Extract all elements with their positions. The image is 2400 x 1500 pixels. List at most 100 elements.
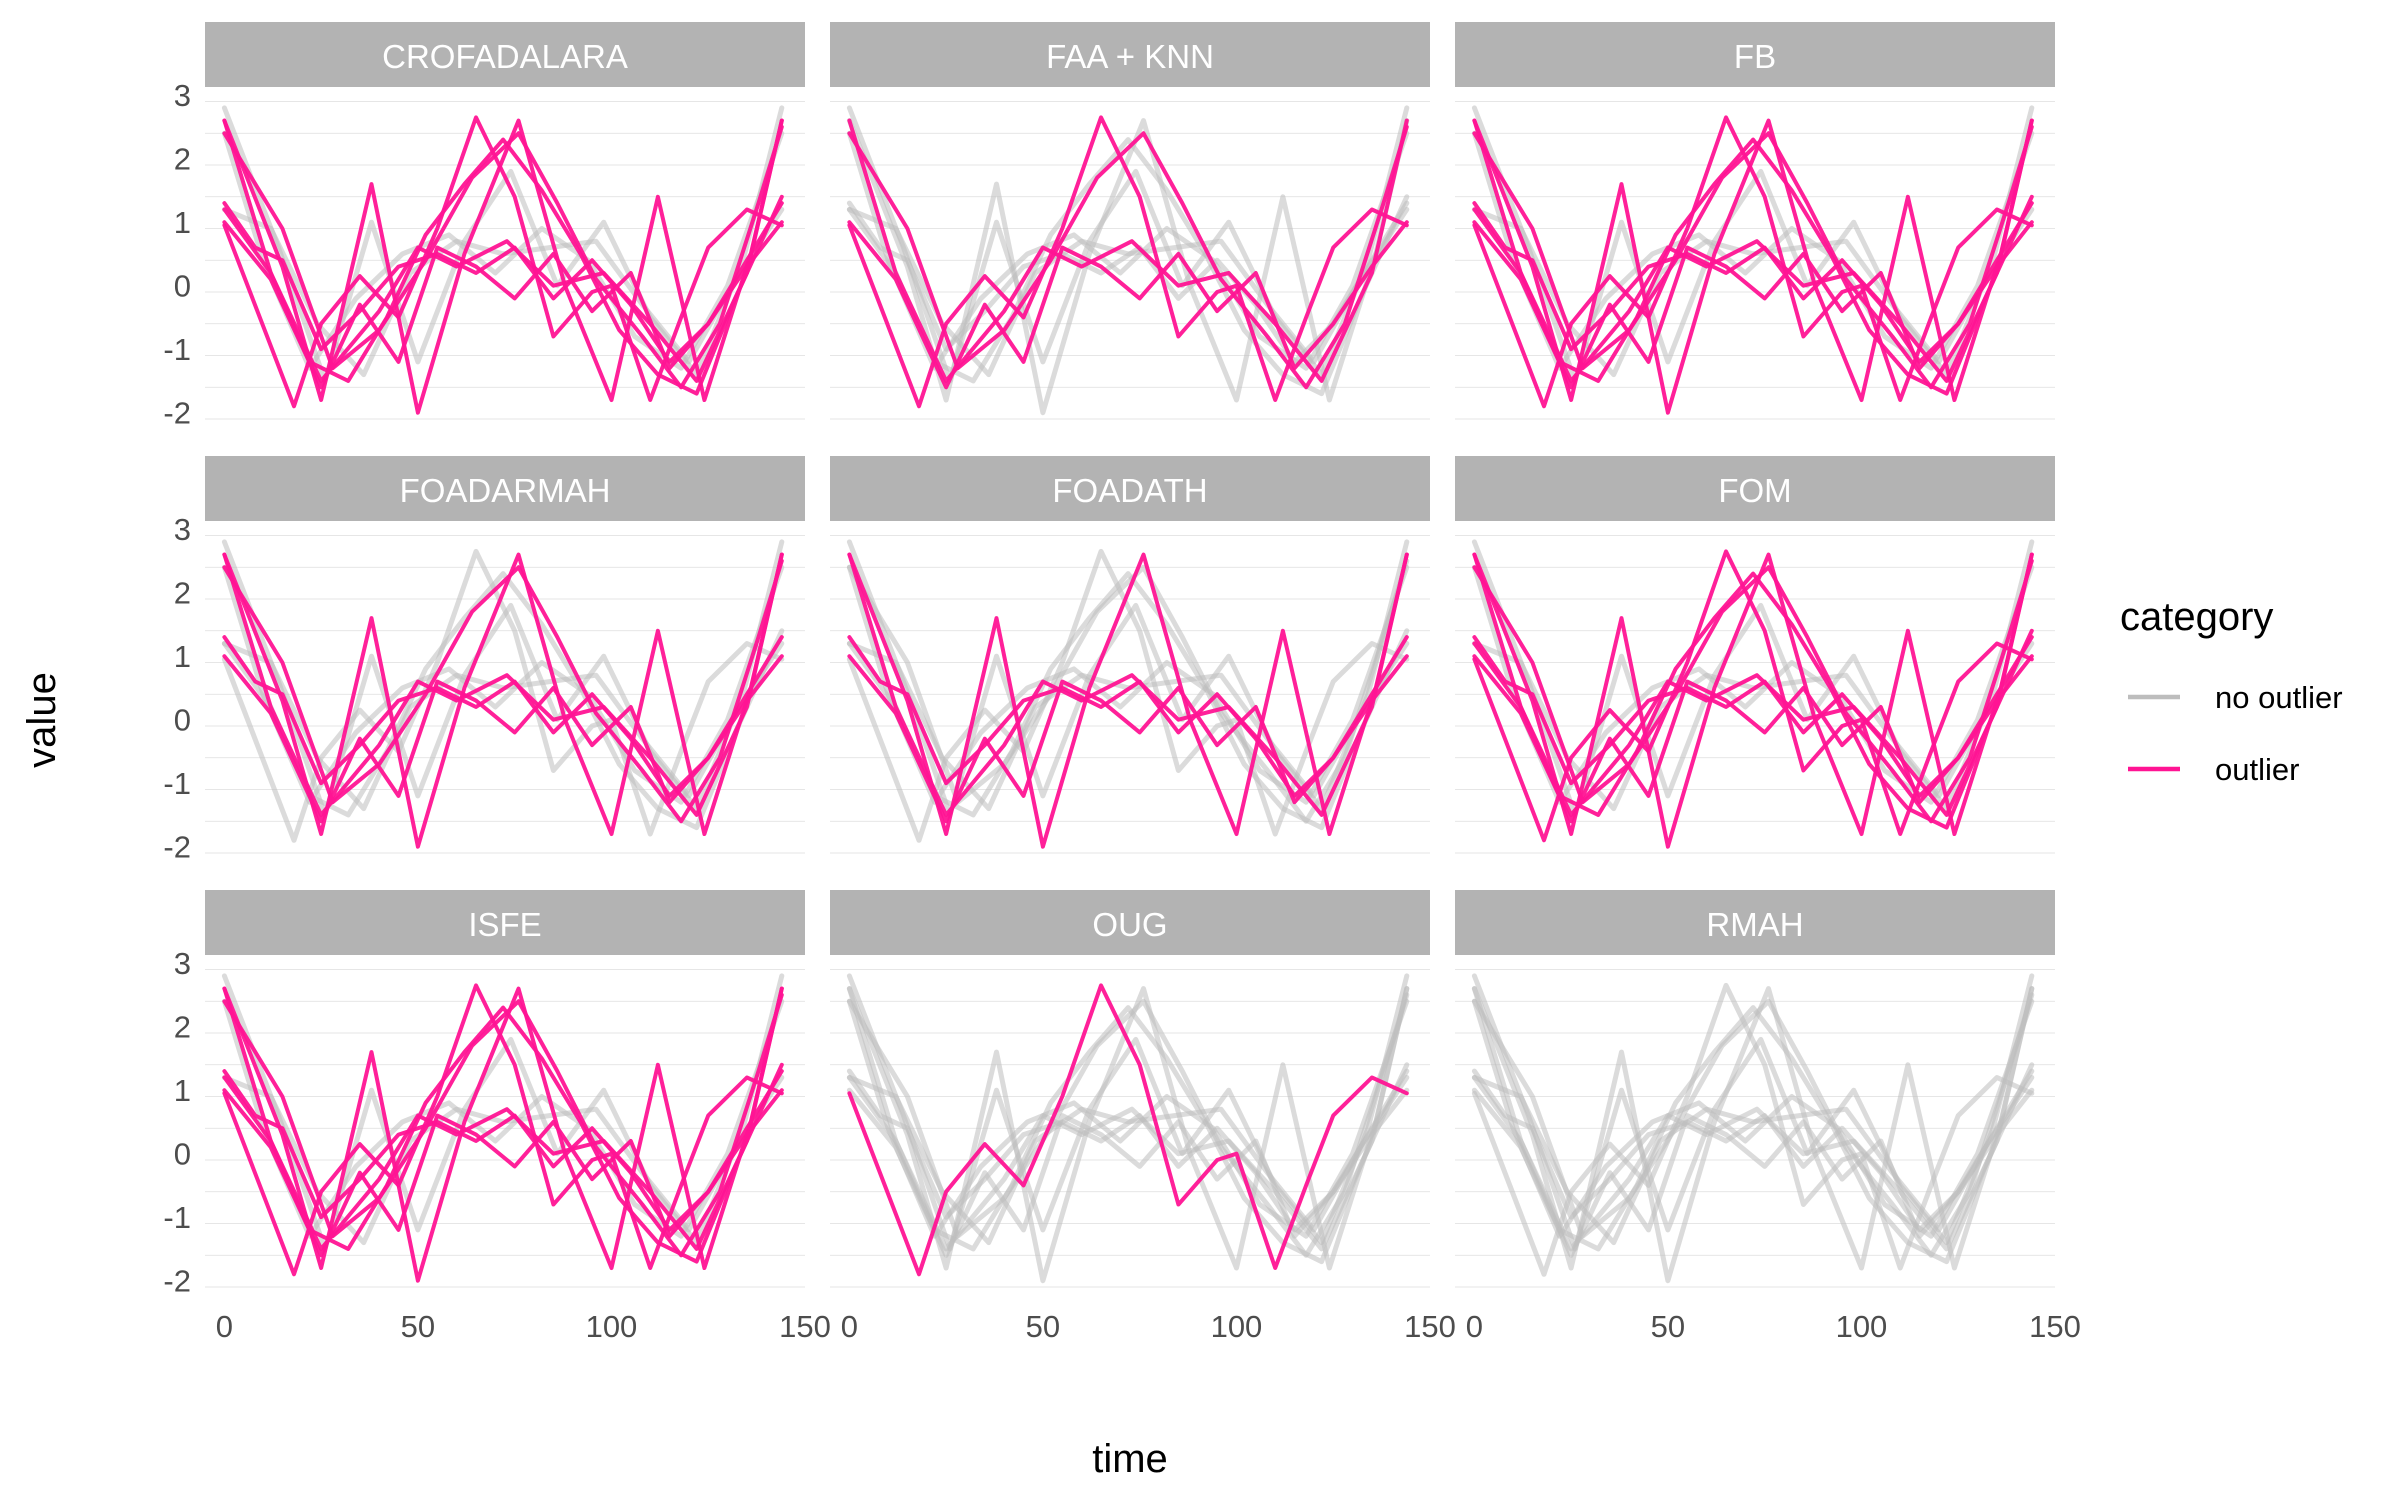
outlier-series-line [222,992,784,1258]
facet-title: FOADARMAH [400,472,611,509]
outlier-series-line [1472,137,2034,396]
facet-title: CROFADALARA [382,38,628,75]
x-tick-label: 0 [1466,1309,1483,1344]
y-tick-label: 2 [174,142,191,177]
facet-strip [830,456,1430,521]
no-outlier-series-line [846,986,1410,1284]
outlier-series-line [847,552,1409,817]
y-tick-label: -1 [163,1200,191,1235]
outlier-series-line [1472,118,2034,415]
x-tick-label: 150 [779,1309,831,1344]
facet-strip [830,22,1430,87]
y-tick-label: 2 [174,1010,191,1045]
y-tick-label: 1 [174,1073,191,1108]
legend-label: no outlier [2215,680,2343,715]
y-tick-label: 1 [174,205,191,240]
no-outlier-series-line [1471,998,2035,1239]
outlier-series-line [847,124,1409,390]
outlier-series-line [1472,654,2034,824]
x-tick-label: 150 [1404,1309,1456,1344]
outlier-series-line [222,201,784,364]
no-outlier-series-line [846,564,1410,805]
y-tick-label: 3 [174,78,191,113]
no-outlier-series-line [846,986,1410,1252]
y-tick-label: 3 [174,512,191,547]
x-axis-title: time [1092,1437,1168,1481]
outlier-series-line [1472,549,2034,843]
outlier-series-line [222,635,784,798]
no-outlier-series-line [846,1075,1410,1246]
outlier-series-line [222,986,784,1283]
no-outlier-series-line [846,998,1410,1239]
no-outlier-series-line [846,118,1410,416]
facet-strip [1455,456,2055,521]
x-tick-label: 50 [401,1309,435,1344]
facet-title: FB [1734,38,1776,75]
no-outlier-series-line [846,973,1410,1252]
y-tick-label: -1 [163,332,191,367]
facet-panel: FOADARMAH -2 -1 0 1 2 3 [163,456,805,865]
outlier-series-line [847,635,1409,798]
y-tick-label: -2 [163,1264,191,1299]
facet-title: FAA + KNN [1046,38,1214,75]
outlier-series-line [1472,201,2034,364]
facet-panel: FAA + KNN [830,22,1430,420]
facet-panel: OUG 0 50 100 150 [830,890,1456,1344]
outlier-series-line [847,654,1409,824]
outlier-series-line [1472,558,2034,824]
outlier-series-line [1472,115,2034,409]
y-tick-label: 2 [174,576,191,611]
outlier-series-line [847,118,1409,383]
facet-title: OUG [1092,906,1167,943]
outlier-series-line [222,1088,784,1258]
no-outlier-series-line [221,998,785,1239]
legend: category no outlier outlier [2120,595,2343,787]
no-outlier-series-line [846,130,1410,371]
no-outlier-series-line [1471,564,2035,805]
x-tick-label: 50 [1026,1309,1060,1344]
facet-title: FOM [1718,472,1791,509]
no-outlier-series-line [1471,130,2035,371]
no-outlier-series-line [846,200,1410,365]
outlier-series-line [1472,220,2034,390]
y-tick-label: 1 [174,639,191,674]
y-tick-label: 3 [174,946,191,981]
outlier-series-line [222,137,784,396]
outlier-series-line [847,552,1409,849]
facet-panel: FOM [1455,456,2055,854]
facet-title: RMAH [1706,906,1803,943]
outlier-series-line [222,115,784,409]
x-tick-label: 100 [586,1309,638,1344]
outlier-series-line [847,220,1409,390]
facet-panel: FOADATH [830,456,1430,854]
outlier-series-line [222,124,784,390]
outlier-series-line [222,986,784,1251]
legend-label: outlier [2215,752,2299,787]
x-tick-label: 100 [1211,1309,1263,1344]
facet-panel: RMAH 0 50 100 150 [1455,890,2081,1344]
y-tick-label: 0 [174,269,191,304]
no-outlier-series-line [221,564,785,805]
x-tick-label: 150 [2029,1309,2081,1344]
outlier-series-line [222,1005,784,1264]
no-outlier-series-line [221,130,785,371]
outlier-series-line [222,983,784,1277]
outlier-series-line [222,1069,784,1232]
x-tick-label: 0 [841,1309,858,1344]
no-outlier-series-line [1471,982,2035,1277]
facet-strip [1455,22,2055,87]
outlier-series-line [222,552,784,849]
y-tick-label: 0 [174,703,191,738]
no-outlier-series-line [1471,986,2035,1252]
outlier-series-line [1472,118,2034,383]
outlier-series-line [222,558,784,824]
facet-panel: FB [1455,22,2055,420]
x-tick-label: 0 [216,1309,233,1344]
outlier-series-line [1472,635,2034,798]
facet-title: ISFE [468,906,541,943]
outlier-series-line [847,115,1409,409]
facet-title: FOADATH [1052,472,1207,509]
y-tick-label: 0 [174,1137,191,1172]
outlier-series-line [1472,571,2034,830]
